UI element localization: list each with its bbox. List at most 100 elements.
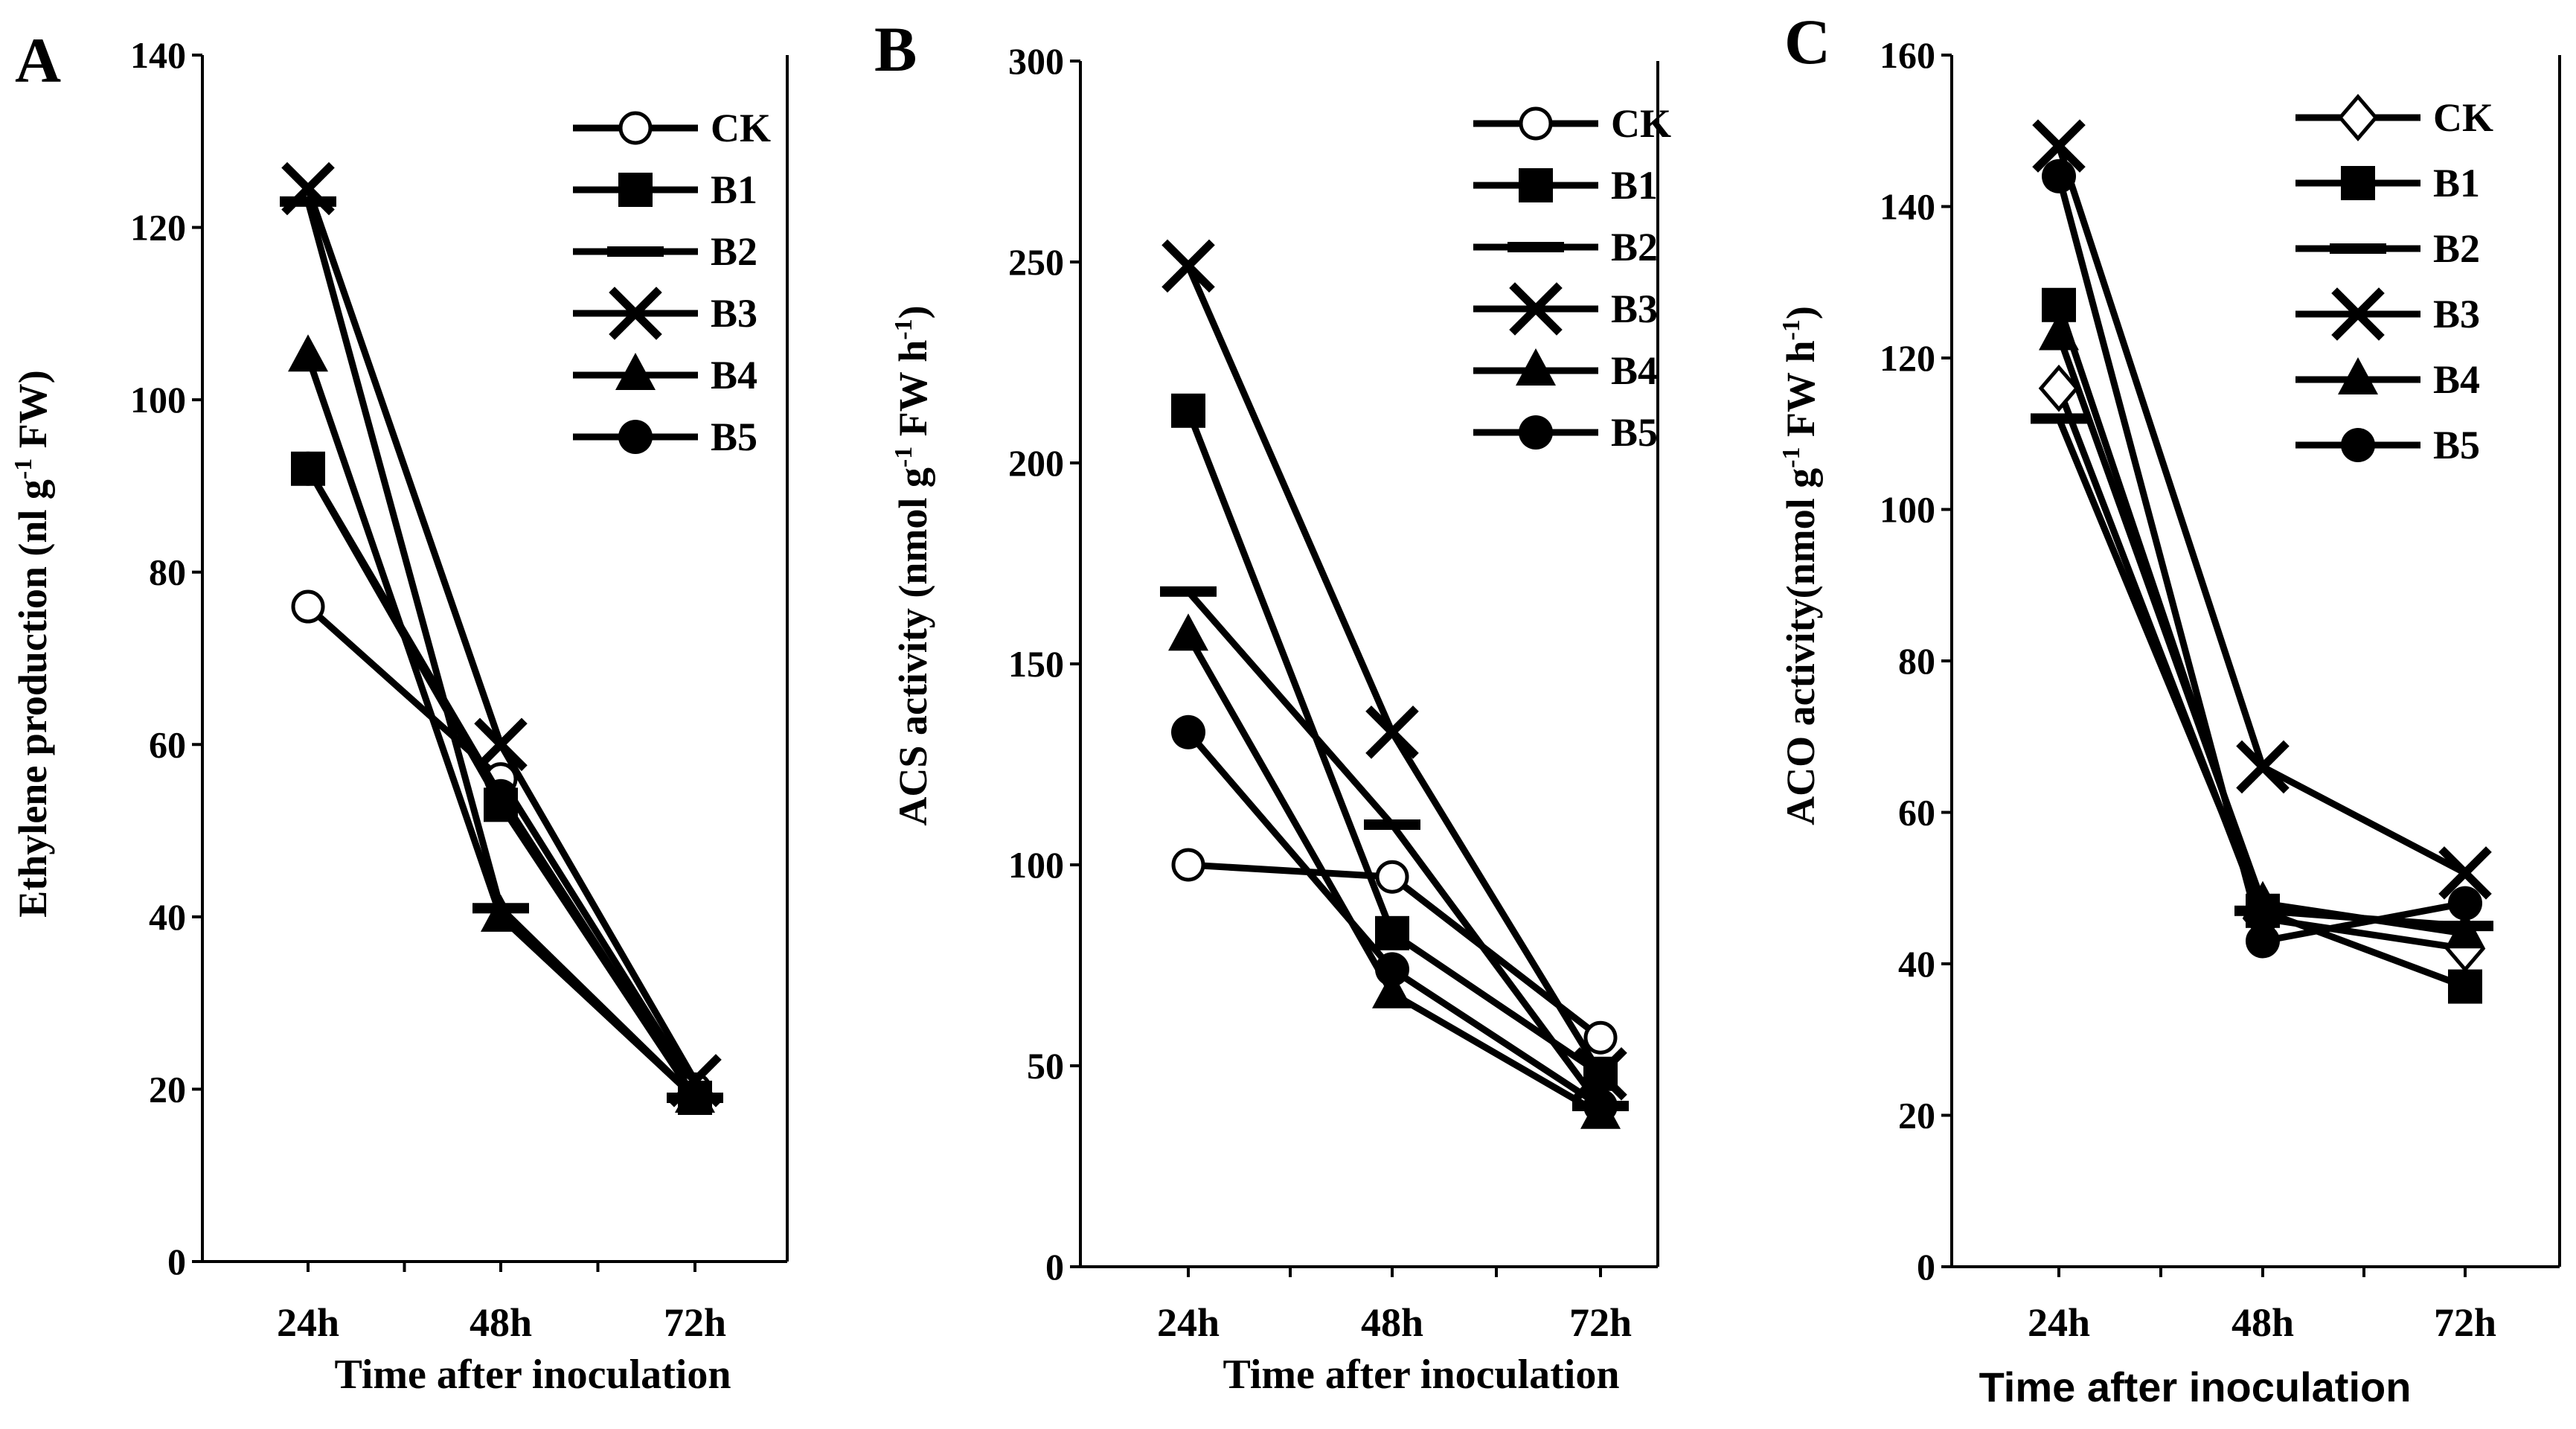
- panel-b: B 0 50 100 150 200 250 300 24h 48h 72h Time after i…: [874, 13, 1671, 1398]
- series-b5: [2042, 159, 2482, 959]
- legend-marker: [607, 246, 664, 257]
- legend-label: CK: [2433, 95, 2493, 140]
- x-tick-label: 72h: [1569, 1300, 1632, 1345]
- legend-label: B1: [711, 167, 757, 212]
- series-b4: [2039, 313, 2485, 949]
- legend-marker: [2341, 428, 2375, 462]
- y-tick-label: 200: [1008, 442, 1064, 484]
- series-b3: [281, 162, 722, 1107]
- y-axis-label-part: Ethylene production (nl g: [10, 479, 55, 918]
- legend-label: B3: [711, 291, 757, 336]
- legend: CK B1 B2 B3 B4 B5: [2295, 94, 2493, 467]
- data-point: [2038, 364, 2080, 412]
- data-point: [2448, 886, 2482, 921]
- y-tick-label: 100: [130, 379, 186, 421]
- data-point: [1168, 613, 1208, 651]
- legend-marker: [2331, 287, 2385, 341]
- y-tick-label: 150: [1008, 643, 1064, 685]
- legend-label: B1: [1611, 163, 1658, 208]
- legend-label: CK: [1611, 101, 1671, 146]
- legend-marker: [1516, 348, 1556, 386]
- data-point: [678, 1081, 712, 1116]
- legend-label: CK: [711, 106, 771, 150]
- data-point: [1574, 1047, 1627, 1101]
- panel-letter: A: [15, 25, 61, 96]
- series-b3: [1162, 239, 1627, 1101]
- legend: CK B1 B2 B3 B4 B5: [1473, 101, 1671, 455]
- data-point: [288, 334, 328, 372]
- data-point: [2246, 924, 2280, 959]
- legend-marker: [2341, 166, 2375, 200]
- data-point: [2032, 119, 2086, 173]
- x-tick-label: 48h: [470, 1300, 532, 1345]
- legend-label: B4: [711, 353, 757, 397]
- legend-marker: [1519, 168, 1553, 202]
- y-axis-label-superscript: -1: [10, 458, 37, 479]
- x-tick-label: 24h: [2028, 1300, 2090, 1345]
- y-tick-label: 0: [167, 1241, 186, 1282]
- legend-marker: [1519, 415, 1553, 450]
- data-point: [2236, 740, 2290, 794]
- y-tick-label: 20: [149, 1068, 186, 1110]
- y-tick-label: 40: [1898, 943, 1935, 985]
- x-tick-label: 48h: [1361, 1300, 1423, 1345]
- y-tick-label: 300: [1008, 40, 1064, 82]
- legend-label: B5: [2433, 423, 2480, 467]
- legend-marker: [2338, 357, 2378, 394]
- data-point: [1171, 848, 1205, 882]
- data-point: [484, 779, 518, 813]
- y-tick-label: 0: [1917, 1246, 1935, 1288]
- legend-label: B5: [1611, 410, 1658, 455]
- legend-marker: [618, 173, 653, 207]
- data-point: [291, 451, 325, 486]
- y-axis-label-superscript: -1: [890, 447, 917, 467]
- data-point: [291, 589, 325, 624]
- y-tick-label: 100: [1880, 489, 1935, 531]
- y-tick-label: 0: [1045, 1246, 1064, 1288]
- legend: CK B1 B2 B3 B4 B5: [573, 106, 771, 459]
- panel-letter: B: [874, 13, 917, 85]
- y-axis-label: Ethylene production (nl g-1 FW): [10, 370, 55, 917]
- legend-label: B2: [711, 229, 757, 274]
- legend-marker: [1509, 282, 1563, 336]
- series-b2: [1160, 586, 1629, 1111]
- legend-marker: [2330, 243, 2386, 254]
- x-tick-label: 24h: [1157, 1300, 1220, 1345]
- series-b5: [1171, 714, 1618, 1123]
- data-point: [474, 717, 528, 772]
- legend-label: B3: [2433, 292, 2480, 336]
- series-line: [304, 187, 698, 1083]
- y-tick-label: 140: [130, 34, 186, 76]
- y-axis-label-superscript: -1: [1778, 319, 1805, 340]
- y-axis-label-part: FW h: [1778, 341, 1823, 447]
- data-point: [1365, 706, 1419, 759]
- data-point: [2445, 911, 2485, 949]
- y-axis-label-part: FW): [10, 370, 55, 458]
- y-axis-label-part: ): [891, 305, 935, 319]
- y-tick-label: 120: [1880, 337, 1935, 379]
- data-point: [1160, 586, 1217, 597]
- legend-marker: [618, 420, 653, 454]
- data-point: [1171, 393, 1205, 428]
- panel-c: C 0 20 40 60 80 100 120 140 160 24h 48h 72h Time afte…: [1778, 6, 2561, 1410]
- legend-label: B5: [711, 415, 757, 459]
- data-point: [2042, 159, 2076, 194]
- y-axis-label-superscript: -1: [890, 319, 917, 339]
- y-tick-label: 160: [1880, 34, 1935, 76]
- x-tick-label: 72h: [664, 1300, 726, 1345]
- series-line: [304, 200, 698, 1101]
- panel-a: A 0 20 40 60 80 100 120 140 24h 48h 72h Time after i…: [10, 25, 789, 1398]
- data-point: [1364, 819, 1420, 830]
- data-point: [1162, 239, 1215, 293]
- x-axis-label: Time after inoculation: [1979, 1364, 2412, 1410]
- y-tick-label: 100: [1008, 844, 1064, 886]
- y-tick-label: 20: [1898, 1095, 1935, 1137]
- y-tick-label: 40: [149, 896, 186, 938]
- x-tick-label: 72h: [2434, 1300, 2496, 1345]
- y-tick-label: 50: [1027, 1045, 1064, 1087]
- legend-label: B4: [2433, 357, 2480, 402]
- y-tick-label: 120: [130, 207, 186, 249]
- x-axis-label: Time after inoculation: [1223, 1352, 1619, 1398]
- legend-label: B2: [1611, 225, 1658, 269]
